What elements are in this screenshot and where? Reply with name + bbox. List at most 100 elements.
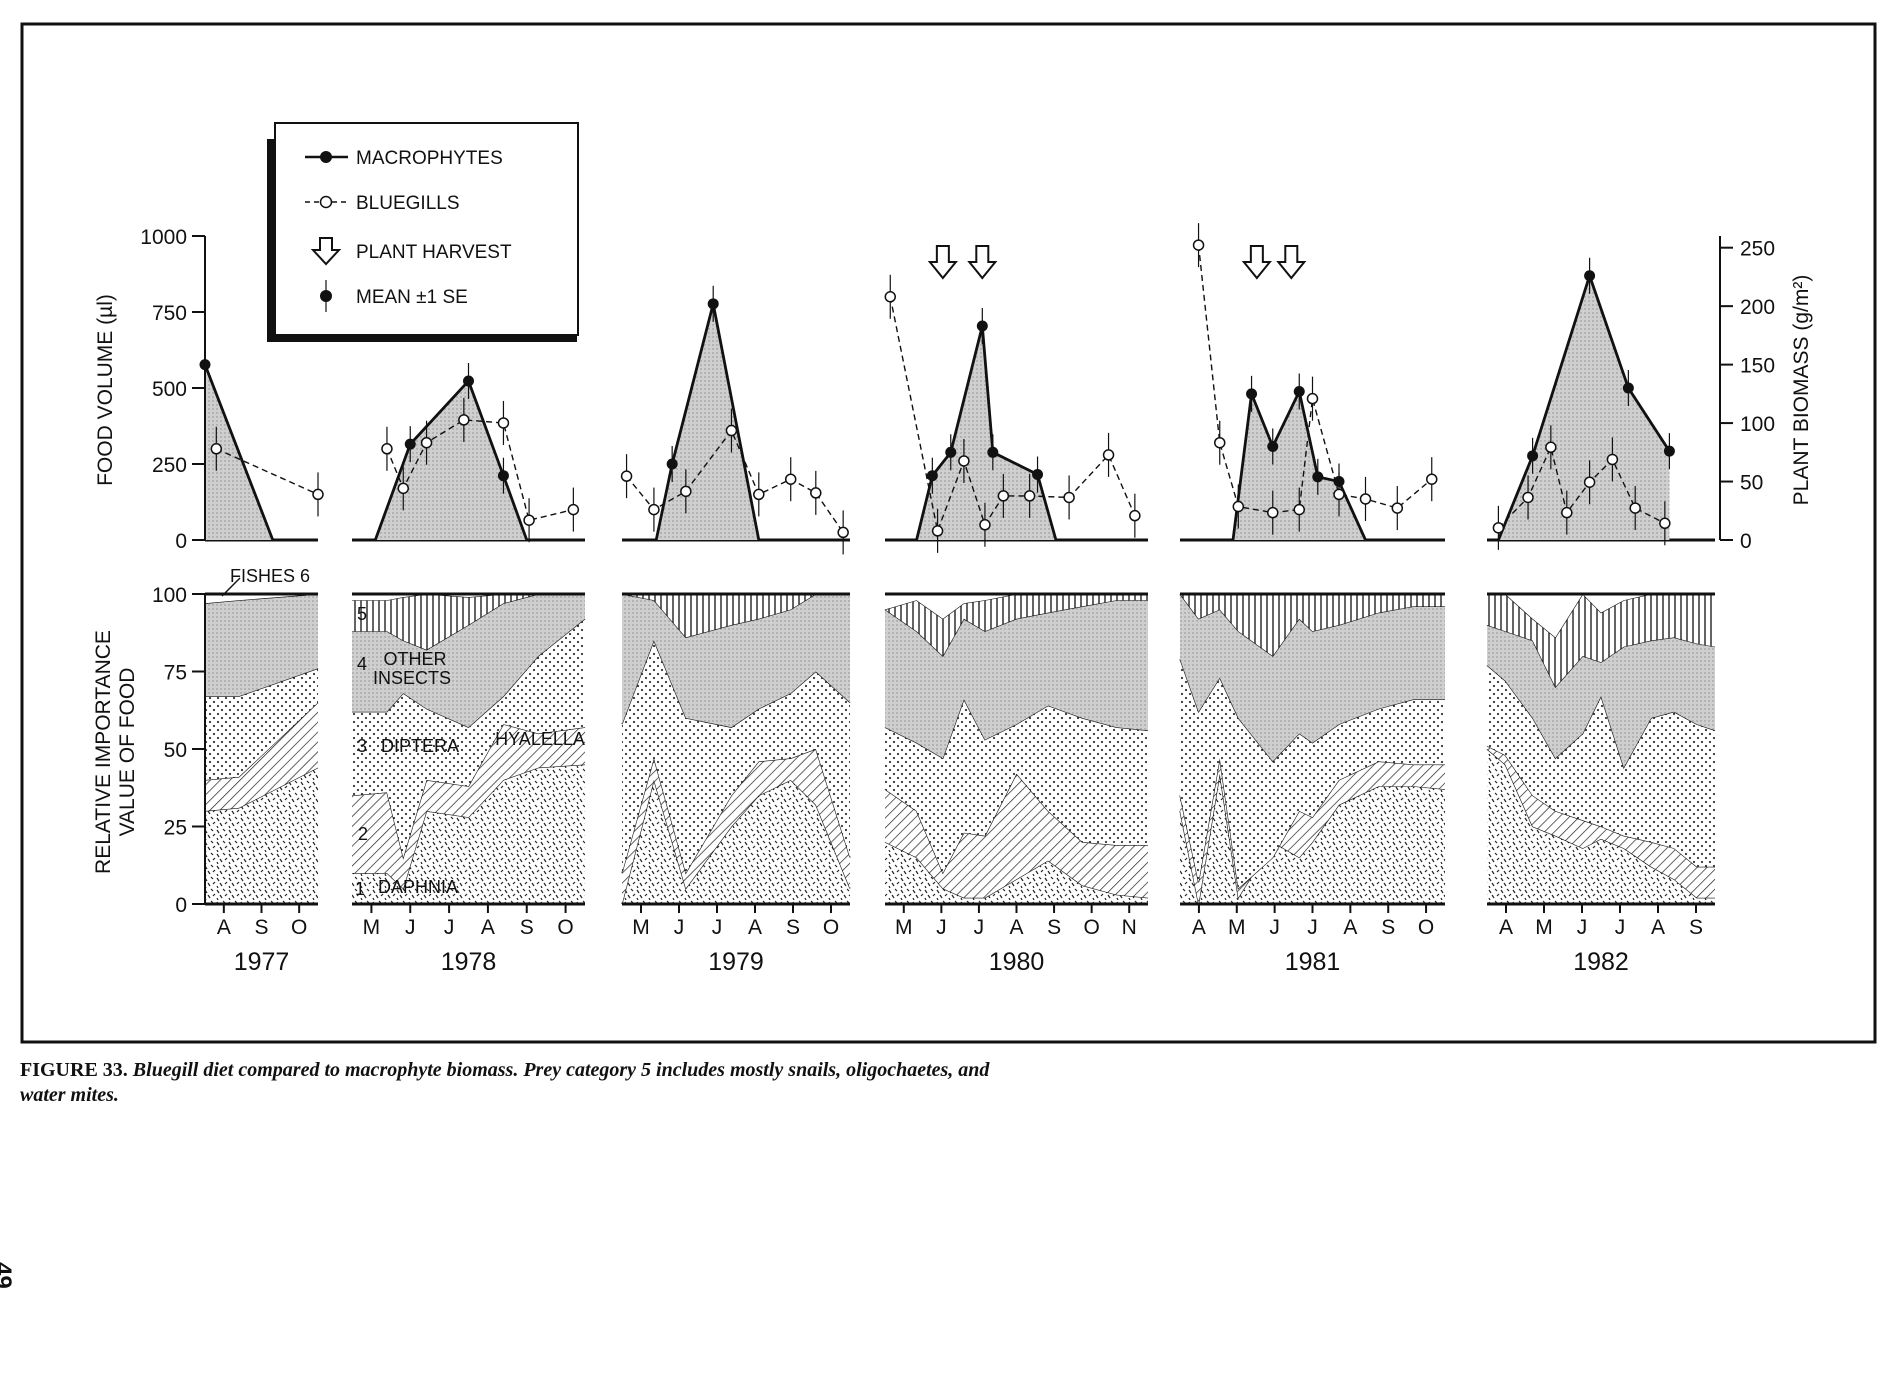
bluegill-point	[837, 526, 849, 539]
upper-year-1982	[1487, 257, 1715, 550]
month-label: M	[895, 916, 913, 939]
upper-right-tick-label: 150	[1740, 355, 1775, 378]
upper-left-ticks: 0 250 500 750 1000	[140, 226, 205, 553]
lower-left-ticks: 0 25 50 75 100	[152, 584, 205, 917]
month-label: A	[1651, 916, 1665, 939]
bluegill-point	[979, 519, 991, 531]
upper-right-tick-label: 200	[1740, 296, 1775, 319]
hyalella-area	[1487, 745, 1715, 898]
daphnia-area	[352, 764, 585, 904]
bluegill-point	[1629, 502, 1641, 514]
category-label-cat4: 4	[357, 654, 367, 674]
bluegill-point	[753, 488, 765, 501]
lower-axis-label-line2: VALUE OF FOOD	[116, 668, 139, 837]
macrophyte-point	[463, 375, 474, 387]
bluegill-point	[1522, 491, 1534, 504]
upper-left-axis-label: FOOD VOLUME (µl)	[94, 294, 117, 486]
cat5-area	[885, 594, 1148, 656]
bluegill-point	[725, 424, 738, 437]
bluegill-point	[1545, 441, 1557, 454]
cat5-area	[1487, 594, 1715, 687]
bluegill-point	[210, 443, 223, 455]
macrophyte-point	[945, 446, 957, 458]
upper-right-tick-label: 50	[1740, 472, 1763, 495]
upper-panel	[199, 223, 1715, 555]
bluegill-point	[1583, 476, 1596, 488]
upper-left-tick-label: 500	[152, 378, 187, 401]
bluegill-point	[523, 514, 535, 526]
macrophyte-point	[926, 470, 938, 482]
bluegill-point	[1214, 436, 1226, 449]
bluegill-point	[810, 487, 822, 499]
upper-year-1979	[620, 285, 850, 555]
svg-text:MACROPHYTES: MACROPHYTES	[356, 148, 503, 169]
bluegill-point	[1102, 449, 1115, 461]
month-label: O	[1418, 916, 1434, 939]
bluegill-point	[1561, 506, 1573, 519]
bluegill-point	[1606, 453, 1619, 466]
bluegill-point	[1192, 239, 1205, 251]
month-label: J	[936, 916, 947, 939]
year-label: 1979	[708, 948, 764, 976]
macrophyte-area	[916, 326, 1056, 540]
harvest-arrow-icon	[310, 237, 342, 266]
bluegill-point	[1333, 488, 1345, 501]
bluegill-point	[1232, 500, 1245, 513]
month-label: A	[217, 916, 231, 939]
hyalella-area	[1180, 758, 1445, 904]
month-label: A	[1343, 916, 1357, 939]
lower-left-tick-label: 100	[152, 584, 187, 607]
upper-right-axis-label: PLANT BIOMASS (g/m²)	[1790, 275, 1813, 506]
year-label: 1978	[441, 948, 497, 976]
legend-item-macrophytes: MACROPHYTES	[305, 148, 503, 169]
legend: MACROPHYTES BLUEGILLS PLANT HARVEST MEAN…	[267, 122, 579, 342]
month-label: J	[1615, 916, 1626, 939]
lower-left-tick-label: 25	[164, 817, 187, 840]
category-label-hyalella: HYALELLA	[495, 729, 585, 749]
macrophyte-point	[497, 470, 509, 482]
month-label: S	[520, 916, 534, 939]
upper-right-tick-label: 0	[1740, 530, 1752, 553]
bluegill-point	[567, 503, 580, 516]
fishes-area	[352, 594, 585, 601]
category-label-cat2: 2	[358, 824, 368, 844]
daphnia-area	[205, 767, 318, 904]
bluegill-point	[1293, 503, 1305, 516]
bluegill-point	[381, 443, 393, 455]
bluegill-point	[648, 503, 660, 516]
month-label: J	[1269, 916, 1280, 939]
month-label: S	[254, 916, 268, 939]
category-label-cat5: 5	[357, 604, 367, 624]
lower-left-tick-label: 75	[164, 662, 187, 685]
month-label: J	[1577, 916, 1588, 939]
bluegill-point	[931, 525, 944, 537]
cat5-area	[622, 594, 850, 638]
category-label-diptera: DIPTERA	[381, 736, 459, 756]
svg-text:PLANT HARVEST: PLANT HARVEST	[356, 242, 512, 263]
month-label: S	[786, 916, 800, 939]
bluegill-point	[397, 482, 410, 495]
month-label: A	[748, 916, 762, 939]
macrophyte-point	[666, 458, 678, 470]
macrophyte-area	[205, 364, 318, 540]
macrophyte-point	[1584, 270, 1596, 282]
other-insects-area	[622, 594, 850, 728]
other-insects-area	[885, 600, 1148, 759]
bluegill-point	[997, 490, 1010, 502]
bluegill-point	[784, 473, 797, 485]
lower-axis-label-line1: RELATIVE IMPORTANCE	[92, 630, 115, 874]
category-label-fishes: FISHES 6	[230, 566, 310, 586]
diptera-area	[885, 699, 1148, 873]
macrophyte-area	[656, 303, 759, 540]
hyalella-area	[352, 724, 585, 889]
upper-left-tick-label: 250	[152, 454, 187, 477]
month-label: S	[1047, 916, 1061, 939]
cat5-area	[352, 594, 585, 650]
year-label: 1981	[1285, 948, 1341, 976]
fishes-pointer	[221, 577, 241, 597]
fishes-area	[205, 594, 318, 604]
daphnia-area	[1487, 749, 1715, 904]
